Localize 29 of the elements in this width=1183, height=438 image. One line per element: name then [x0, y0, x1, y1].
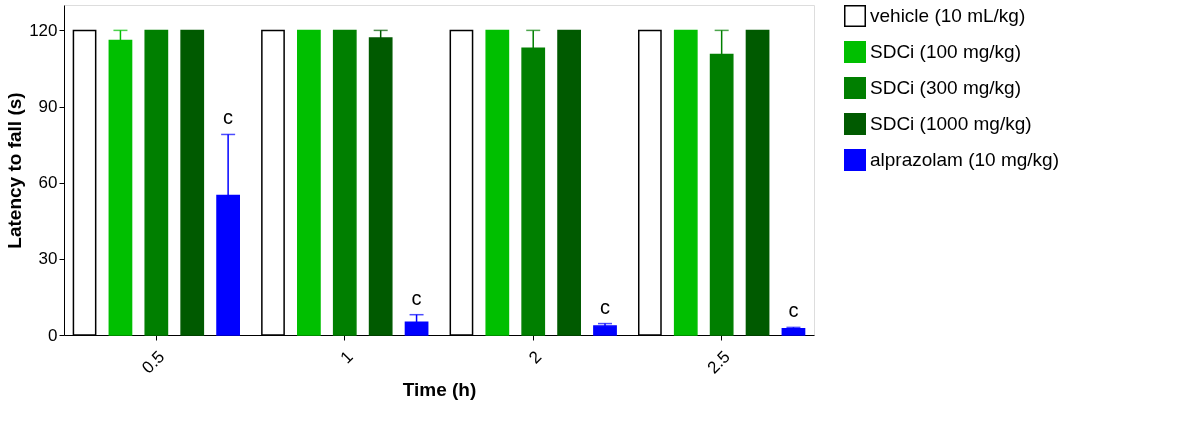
- x-tick-label: 1: [336, 347, 357, 368]
- bar: [745, 29, 770, 336]
- annotation: c: [223, 106, 234, 129]
- bar: [297, 29, 321, 336]
- y-tick-label: 60: [38, 173, 58, 193]
- annotation: c: [600, 295, 611, 318]
- legend-label: SDCi (100 mg/kg): [870, 41, 1021, 62]
- y-tick-label: 120: [29, 20, 58, 40]
- y-axis-title: Latency to fall (s): [4, 92, 26, 249]
- bar: [180, 29, 205, 336]
- legend-label: SDCi (1000 mg/kg): [870, 113, 1032, 134]
- bar: [557, 29, 581, 336]
- y-tick-label: 90: [38, 97, 58, 117]
- y-tick-label: 30: [38, 249, 58, 269]
- x-tick-label: 2: [525, 347, 546, 368]
- legend-label: alprazolam (10 mg/kg): [870, 149, 1060, 170]
- bar: [144, 29, 169, 336]
- y-tick-label: 0: [48, 325, 58, 345]
- bar: [485, 29, 510, 336]
- annotation: c: [411, 286, 422, 309]
- legend-label: SDCi (300 mg/kg): [870, 77, 1021, 98]
- x-tick-label: 0.5: [138, 347, 169, 378]
- bar: [673, 29, 698, 336]
- x-axis-title: Time (h): [402, 378, 477, 400]
- x-tick-label: 2.5: [703, 347, 734, 378]
- legend-label: vehicle (10 mL/kg): [870, 5, 1026, 26]
- bar: [332, 29, 357, 336]
- annotation: c: [788, 299, 799, 322]
- bar: [781, 327, 806, 336]
